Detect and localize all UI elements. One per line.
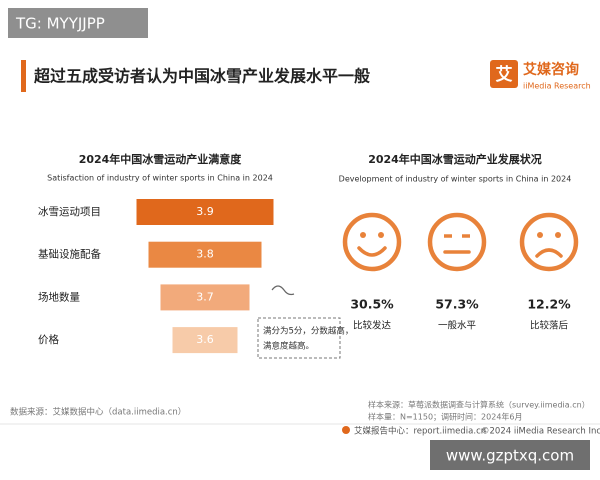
value-label: 30.5% — [350, 297, 394, 312]
footer-copyright: ©2024 iiMedia Research Inc — [481, 427, 600, 437]
bar — [172, 327, 238, 354]
title-accent — [21, 60, 26, 92]
category-label: 比较落后 — [530, 320, 569, 332]
face — [519, 212, 579, 272]
chart-title: 2024年中国冰雪运动产业满意度 — [79, 152, 243, 166]
footer-icon — [342, 426, 350, 434]
bar — [136, 199, 274, 225]
watermark-box — [8, 8, 148, 38]
face-eye — [378, 232, 384, 238]
annotation-line: 满意度越高。 — [263, 341, 314, 352]
category-label: 价格 — [38, 333, 59, 346]
category-label: 比较发达 — [353, 320, 392, 332]
logo-mark: 艾 — [496, 64, 513, 85]
face-eye — [555, 232, 561, 238]
face-mouth — [357, 246, 387, 257]
category-label: 基础设施配备 — [38, 248, 101, 261]
logo-sub: iiMedia Research — [523, 82, 591, 91]
value-label: 57.3% — [435, 297, 479, 312]
logo-name: 艾媒咨询 — [523, 61, 579, 78]
face — [342, 212, 402, 272]
annotation-box — [257, 317, 341, 359]
footer-sample-size: 样本量：N=1150；调研时间：2024年6月 — [368, 412, 523, 422]
annotation-line: 满分为5分，分数越高， — [263, 326, 353, 337]
chart-title: 2024年中国冰雪运动产业发展状况 — [368, 152, 542, 166]
bar — [148, 241, 262, 268]
category-label: 场地数量 — [38, 290, 80, 303]
footer-report-center: 艾媒报告中心：report.iimedia.cn — [354, 426, 486, 437]
face-eye — [537, 232, 543, 238]
value-label: 3.7 — [196, 290, 214, 303]
watermark-box — [430, 440, 590, 470]
watermark-text: www.gzptxq.com — [446, 447, 574, 465]
page-title: 超过五成受访者认为中国冰雪产业发展水平一般 — [33, 67, 370, 86]
logo-mark-box — [490, 60, 518, 88]
footer-sample-source: 样本来源：草莓派数据调查与计算系统（survey.iimedia.cn） — [368, 400, 590, 410]
chart-subtitle: Satisfaction of industry of winter sport… — [47, 174, 273, 183]
category-label: 一般水平 — [438, 320, 477, 332]
chart-subtitle: Development of industry of winter sports… — [339, 175, 572, 184]
face — [427, 212, 487, 272]
watermark-text: TG: MYYJJPP — [15, 15, 105, 33]
value-label: 3.9 — [196, 205, 214, 218]
value-label: 3.6 — [196, 333, 214, 346]
annotation-arrow — [271, 285, 295, 296]
value-label: 12.2% — [527, 297, 571, 312]
face-eye — [360, 232, 366, 238]
bar — [160, 284, 250, 311]
footer-source: 数据来源：艾媒数据中心（data.iimedia.cn） — [10, 407, 186, 418]
face-mouth — [535, 248, 563, 258]
category-label: 冰雪运动项目 — [38, 205, 101, 218]
value-label: 3.8 — [196, 248, 214, 261]
